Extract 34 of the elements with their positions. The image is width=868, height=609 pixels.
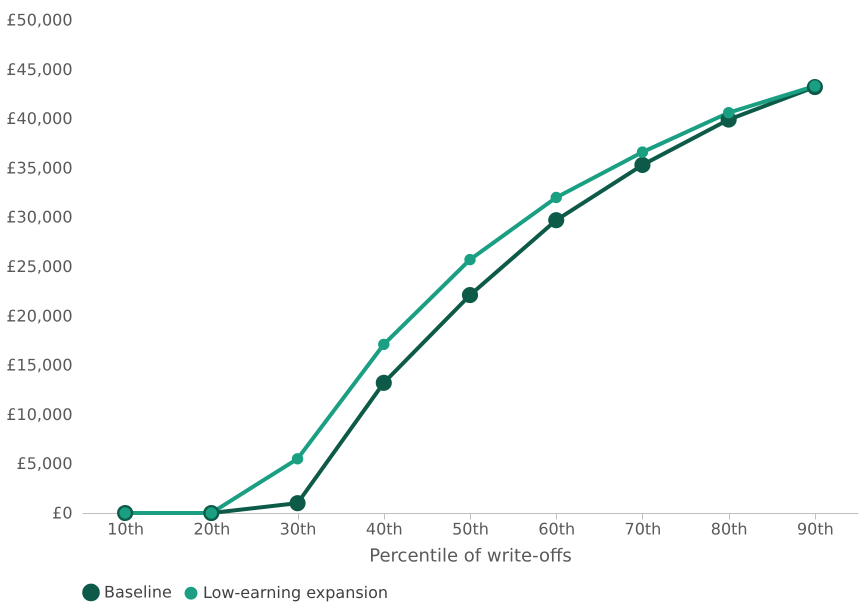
x-tick-label: 20th [193,520,230,538]
x-tick-label: 40th [366,520,403,538]
y-tick-label: £10,000 [6,404,72,424]
legend-label: Baseline [104,582,172,602]
point [462,287,478,304]
x-axis-title: Percentile of write-offs [369,546,572,566]
point [548,212,564,228]
point [376,374,392,391]
point [289,495,306,512]
x-tick-label: 10th [107,520,144,538]
y-tick-label: £40,000 [6,109,72,128]
point [378,338,390,350]
x-tick-label: 90th [797,520,834,538]
y-tick-label: £5,000 [16,454,72,474]
y-tick-label: £15,000 [6,356,72,375]
y-tick-label: £50,000 [6,10,72,30]
x-tick-label: 50th [452,520,489,538]
x-tick-label: 60th [538,520,576,538]
y-tick-label: £25,000 [6,257,72,276]
point [722,106,734,118]
x-tick-label: 30th [280,520,316,538]
x-tick-label: 80th [710,520,748,538]
y-tick-label: £20,000 [6,306,72,326]
point [292,453,304,464]
y-tick-label: £35,000 [6,158,72,178]
y-tick-label: £45,000 [6,60,72,79]
x-tick-label: 70th [624,520,662,538]
point [634,156,651,173]
point [464,254,476,266]
y-tick-label: £0 [52,504,72,522]
y-tick-label: £30,000 [6,208,72,227]
point [550,192,562,204]
legend-label: Low-earning expansion [203,583,388,602]
point [636,146,648,158]
